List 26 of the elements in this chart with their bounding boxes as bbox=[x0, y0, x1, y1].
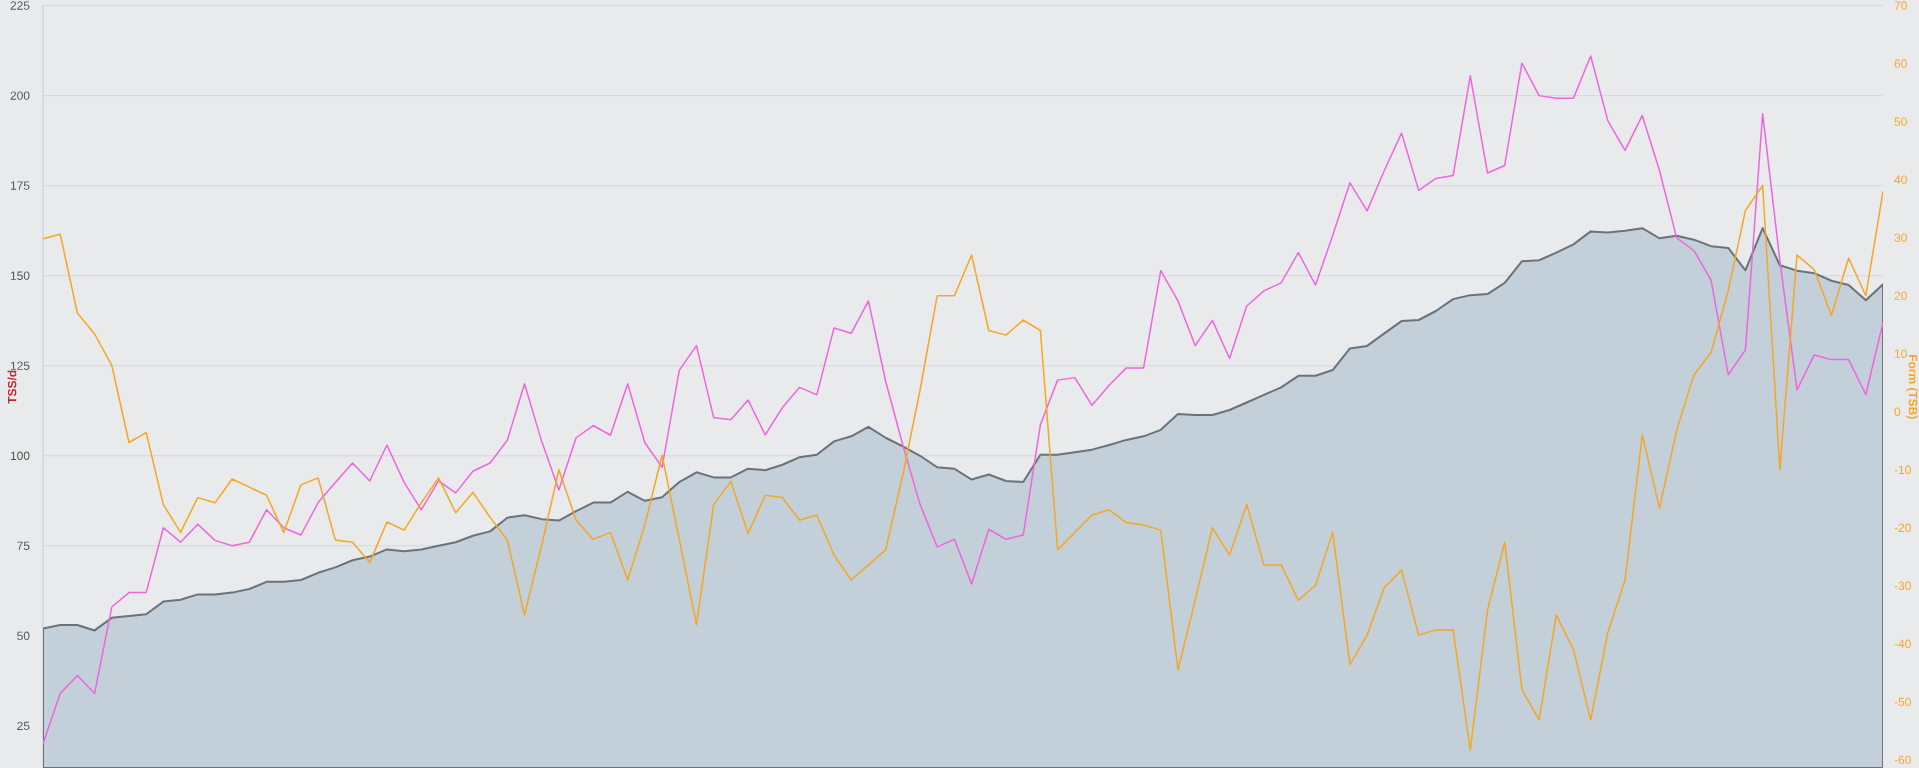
y-tick-label: 75 bbox=[17, 541, 30, 550]
y2-tick-label: -30 bbox=[1894, 581, 1911, 591]
y-tick-label: 225 bbox=[10, 1, 30, 10]
y-tick-label: 25 bbox=[17, 721, 30, 731]
y2-tick-label: 50 bbox=[1894, 117, 1907, 126]
y2-tick-label: 10 bbox=[1894, 349, 1907, 358]
y-tick-label: 125 bbox=[10, 361, 30, 370]
y2-tick-label: 0 bbox=[1894, 407, 1901, 416]
y2-tick-label: 30 bbox=[1894, 233, 1907, 242]
y2-tick-label: 20 bbox=[1894, 291, 1907, 300]
y2-axis-title: Form (TSB) bbox=[1906, 355, 1918, 419]
y-tick-label: 150 bbox=[10, 271, 30, 280]
y-axis-title: TSS/d bbox=[7, 370, 17, 404]
y2-tick-label: -10 bbox=[1894, 465, 1911, 474]
y2-tick-label: -60 bbox=[1894, 755, 1911, 765]
y2-tick-label: 60 bbox=[1894, 59, 1907, 68]
y2-tick-label: 40 bbox=[1894, 175, 1907, 184]
y-tick-label: 100 bbox=[10, 451, 30, 460]
y2-tick-label: -20 bbox=[1894, 523, 1911, 533]
line-series bbox=[43, 55, 1884, 745]
y2-tick-label: -40 bbox=[1894, 639, 1911, 649]
y2-tick-label: -50 bbox=[1894, 697, 1911, 707]
y-tick-label: 50 bbox=[17, 631, 30, 641]
y-tick-label: 175 bbox=[10, 181, 30, 190]
y2-tick-label: 70 bbox=[1894, 1, 1907, 10]
y-tick-label: 200 bbox=[10, 91, 30, 100]
